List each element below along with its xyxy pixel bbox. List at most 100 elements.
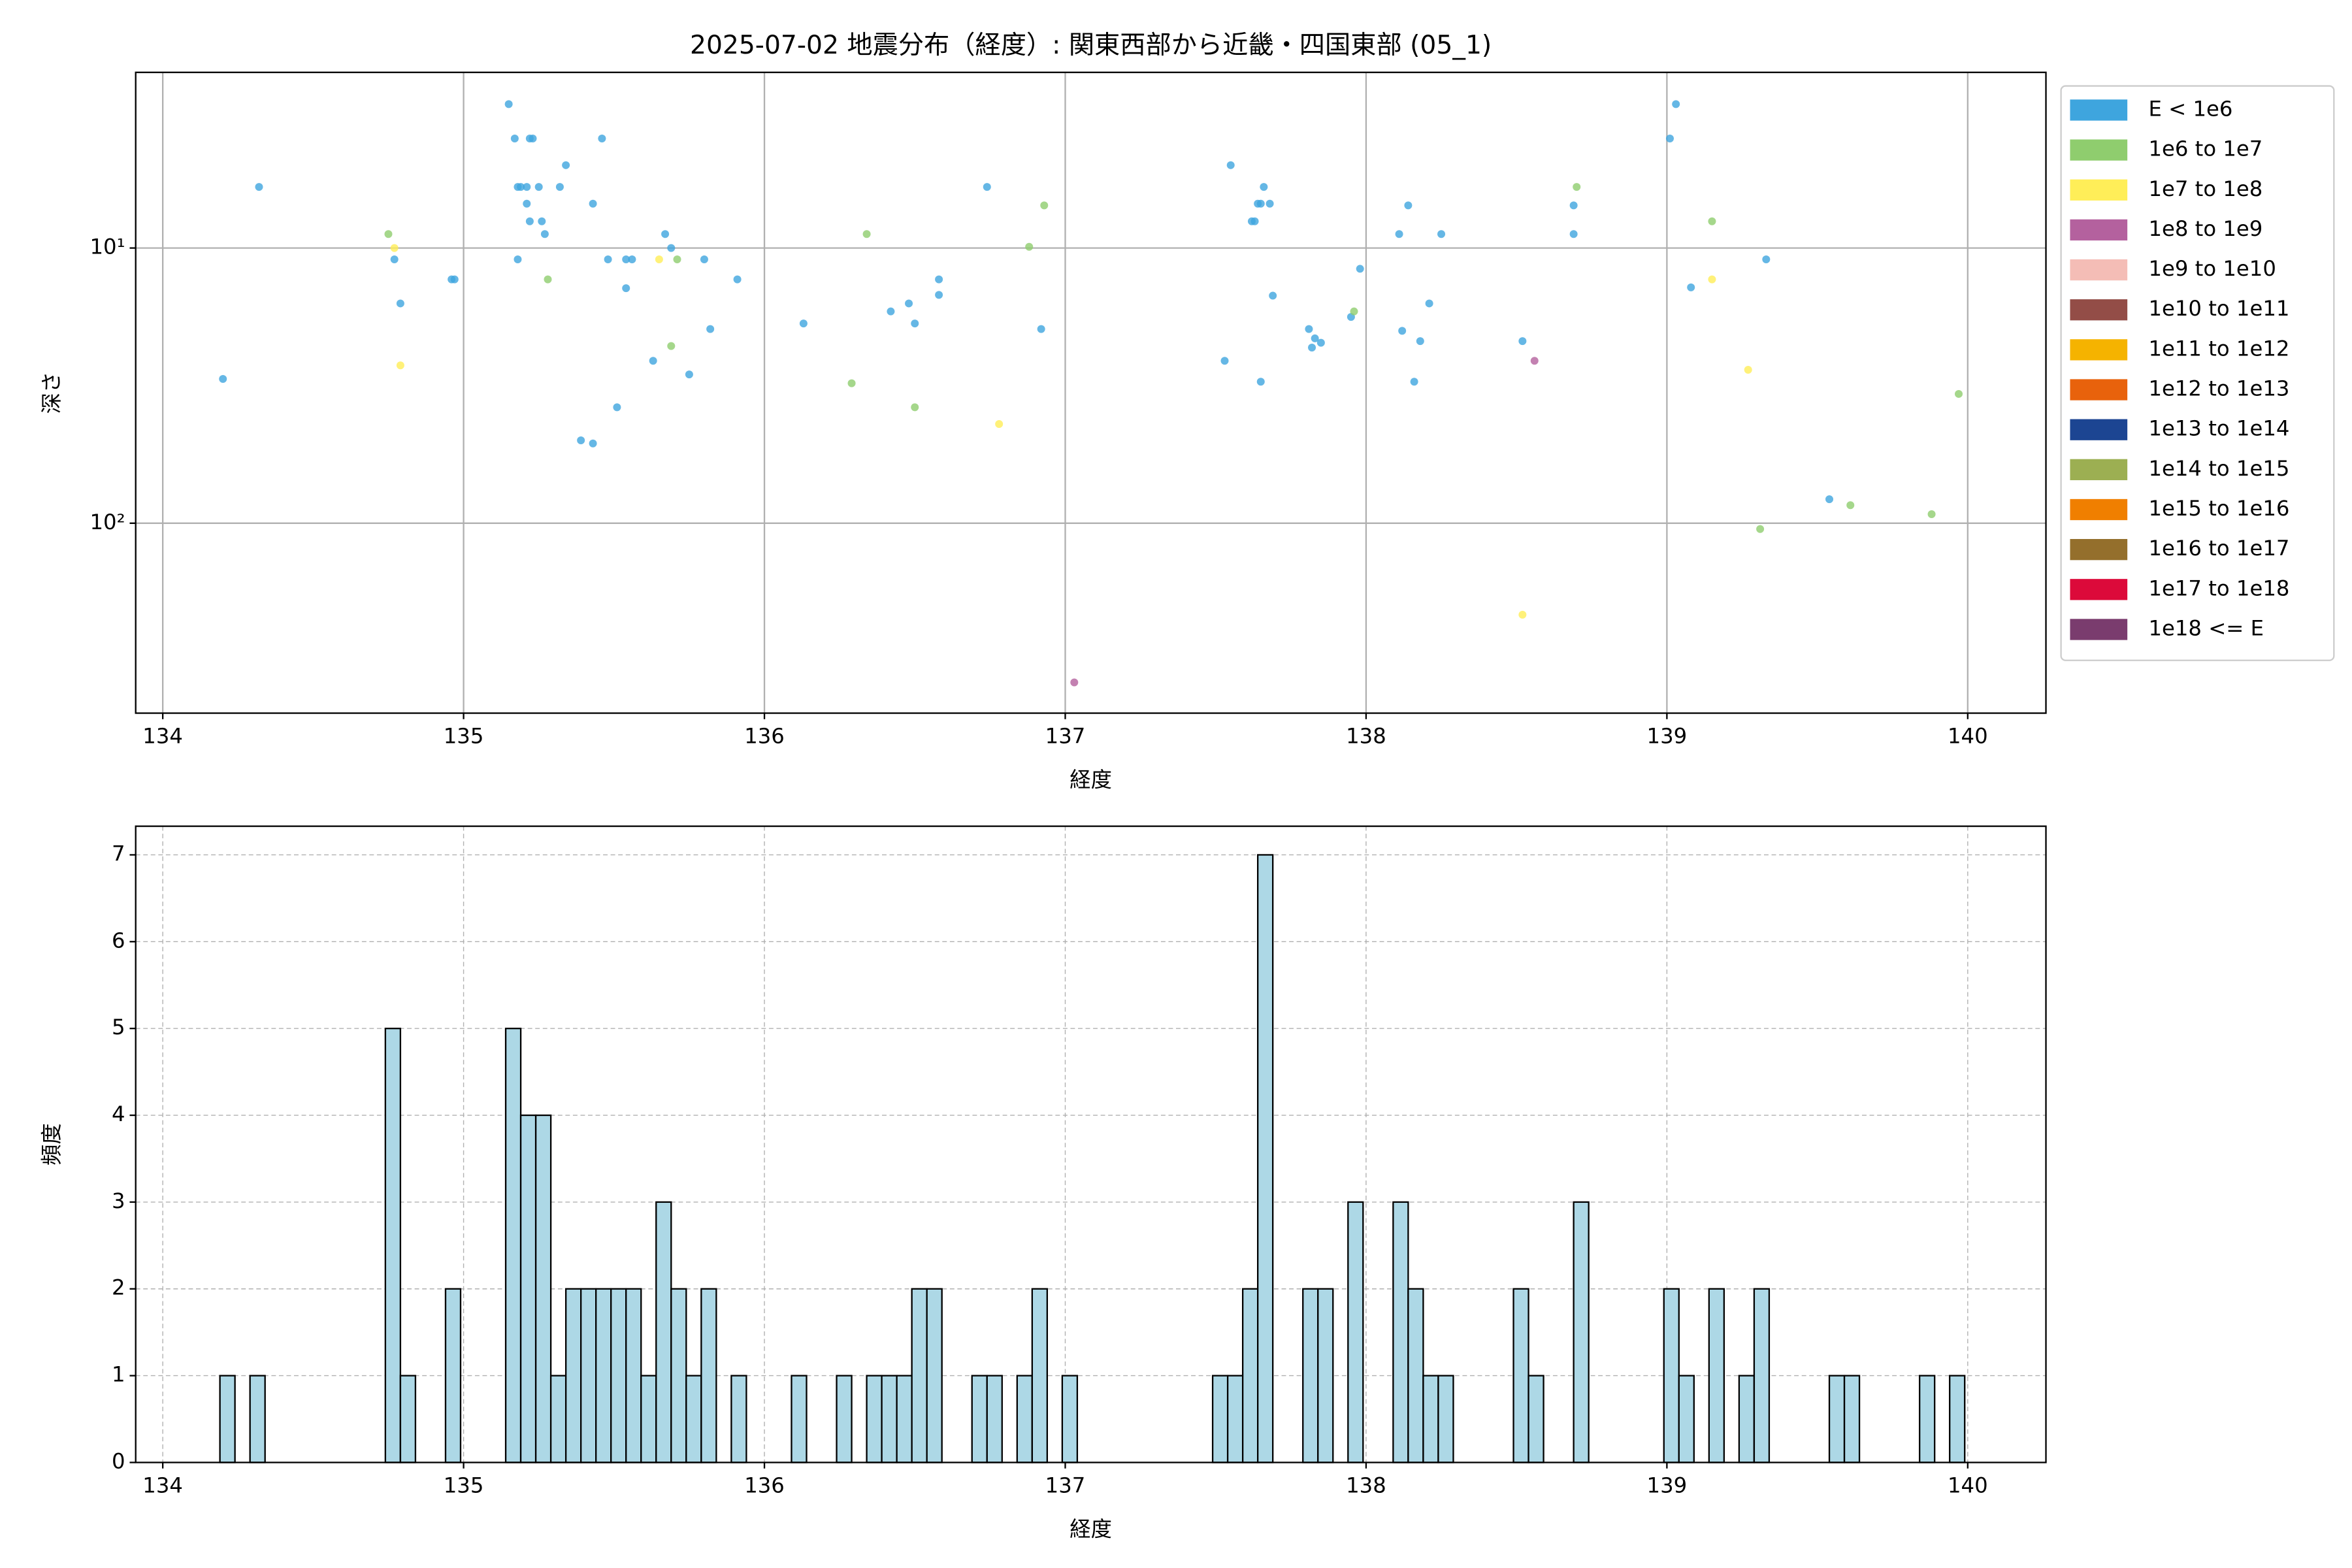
point — [514, 255, 522, 264]
bar — [1753, 1288, 1771, 1463]
point — [1316, 338, 1325, 347]
y-axis-label: 深さ — [39, 372, 64, 414]
point — [1762, 255, 1771, 264]
point — [935, 291, 943, 299]
bar — [1392, 1201, 1409, 1463]
point — [1708, 217, 1716, 225]
y-tick-label: 3 — [112, 1188, 125, 1213]
bar — [249, 1375, 266, 1463]
bar — [1016, 1375, 1033, 1463]
y-tick-label: 5 — [112, 1015, 125, 1039]
point — [1220, 357, 1229, 365]
x-tick-label: 136 — [744, 723, 785, 748]
point — [733, 275, 742, 284]
bar — [926, 1288, 943, 1463]
point — [1404, 201, 1413, 210]
point — [1260, 183, 1268, 191]
bar — [534, 1114, 552, 1463]
bar — [1226, 1375, 1244, 1463]
y-tick-label: 1 — [112, 1362, 125, 1387]
bar — [896, 1375, 913, 1463]
x-tick-label: 138 — [1346, 1473, 1386, 1497]
point — [1070, 678, 1079, 687]
bar — [685, 1375, 702, 1463]
point — [523, 183, 531, 191]
point — [562, 161, 570, 169]
legend-label: 1e9 to 1e10 — [2148, 256, 2276, 281]
point — [1846, 501, 1855, 510]
legend-swatch — [2070, 498, 2128, 521]
legend-label: 1e11 to 1e12 — [2148, 336, 2289, 361]
point — [1308, 343, 1316, 351]
point — [667, 244, 676, 252]
point — [589, 199, 597, 208]
bar — [655, 1201, 672, 1463]
point — [390, 255, 399, 264]
legend-box — [2060, 85, 2335, 661]
bar — [1949, 1375, 1966, 1463]
point — [1025, 242, 1034, 251]
x-tick-label: 134 — [142, 1473, 183, 1497]
point — [390, 244, 399, 252]
point — [1416, 337, 1424, 346]
x-axis-label: 経度 — [1070, 1516, 1112, 1541]
point — [1708, 275, 1716, 284]
point — [1518, 610, 1527, 619]
bar — [986, 1375, 1003, 1463]
bar — [1573, 1201, 1590, 1463]
point — [1356, 265, 1364, 273]
point — [1530, 357, 1539, 365]
point — [1350, 307, 1358, 316]
x-tick-label: 138 — [1346, 723, 1386, 748]
point — [450, 275, 459, 284]
x-tick-label: 136 — [744, 1473, 785, 1497]
legend-swatch — [2070, 219, 2128, 241]
point — [523, 199, 531, 208]
bar — [911, 1288, 928, 1463]
x-tick-label: 135 — [444, 1473, 484, 1497]
y-tick-label: 4 — [112, 1102, 125, 1126]
point — [649, 357, 657, 365]
point — [1672, 100, 1680, 108]
point — [661, 230, 670, 238]
y-tick-label: 10² — [90, 510, 125, 534]
legend-label: 1e8 to 1e9 — [2148, 216, 2262, 241]
point — [1569, 230, 1578, 238]
legend-swatch — [2070, 179, 2128, 201]
y-tick-label: 10¹ — [90, 235, 125, 259]
bar — [399, 1375, 417, 1463]
legend-swatch — [2070, 379, 2128, 400]
bar — [1241, 1288, 1259, 1463]
x-tick-label: 139 — [1647, 723, 1688, 748]
point — [1226, 161, 1235, 169]
point — [1395, 230, 1403, 238]
point — [700, 255, 708, 264]
bar — [1422, 1375, 1439, 1463]
point — [589, 439, 597, 448]
legend-swatch — [2070, 579, 2128, 600]
x-axis-label: 経度 — [1070, 767, 1112, 792]
bar — [1843, 1375, 1861, 1463]
legend-swatch — [2070, 339, 2128, 361]
point — [534, 183, 543, 191]
x-tick-label: 137 — [1045, 723, 1086, 748]
point — [862, 230, 871, 238]
legend-label: 1e16 to 1e17 — [2148, 536, 2289, 561]
point — [655, 255, 663, 264]
y-axis-label: 頻度 — [39, 1123, 64, 1166]
point — [555, 183, 564, 191]
point — [1437, 230, 1446, 238]
point — [396, 361, 404, 370]
legend-swatch — [2070, 419, 2128, 440]
bar — [564, 1288, 582, 1463]
point — [911, 403, 919, 412]
point — [1756, 525, 1765, 533]
point — [622, 284, 630, 293]
bar — [791, 1375, 808, 1463]
point — [673, 255, 681, 264]
y-tick-label: 6 — [112, 928, 125, 953]
point — [1256, 378, 1265, 386]
point — [1398, 327, 1407, 335]
point — [510, 134, 519, 142]
